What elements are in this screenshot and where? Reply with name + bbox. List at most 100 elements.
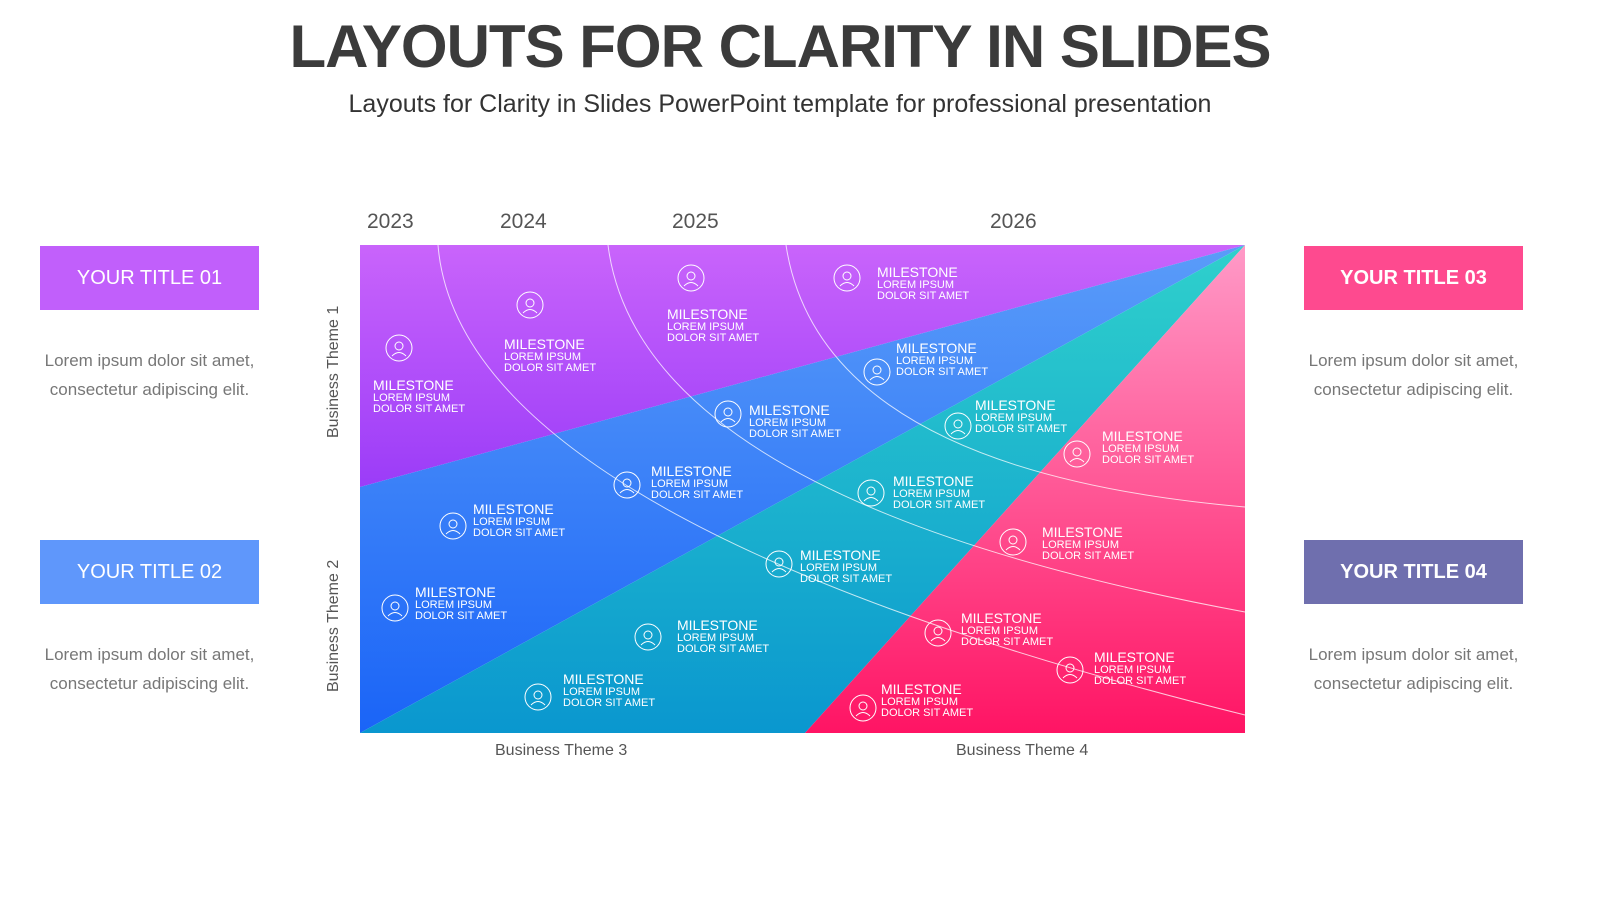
milestone-item: MILESTONE LOREM IPSUM DOLOR SIT AMET xyxy=(1102,428,1194,466)
milestone-line-2: DOLOR SIT AMET xyxy=(504,362,597,374)
milestone-line-1: LOREM IPSUM xyxy=(667,321,745,333)
milestone-line-1: LOREM IPSUM xyxy=(961,625,1039,637)
milestone-item: MILESTONE LOREM IPSUM DOLOR SIT AMET xyxy=(893,473,985,511)
milestone-item: MILESTONE LOREM IPSUM DOLOR SIT AMET xyxy=(961,610,1053,648)
milestone-heading: MILESTONE xyxy=(504,336,585,352)
card-title-03: YOUR TITLE 03 xyxy=(1304,246,1523,310)
milestone-heading: MILESTONE xyxy=(677,617,758,633)
cloud-sync-icon xyxy=(515,290,545,320)
dollar-gear-icon xyxy=(1055,655,1085,685)
milestone-line-1: LOREM IPSUM xyxy=(749,417,827,429)
milestone-heading: MILESTONE xyxy=(415,584,496,600)
milestone-heading: MILESTONE xyxy=(667,306,748,322)
milestone-line-2: DOLOR SIT AMET xyxy=(1102,454,1195,466)
milestone-item: MILESTONE LOREM IPSUM DOLOR SIT AMET xyxy=(975,397,1067,435)
card-text-01: Lorem ipsum dolor sit amet, consectetur … xyxy=(44,351,255,399)
milestone-item: MILESTONE LOREM IPSUM DOLOR SIT AMET xyxy=(473,501,565,539)
cloud-lock-icon xyxy=(832,263,862,293)
theme-4-label: Business Theme 4 xyxy=(956,742,1089,759)
milestone-item: MILESTONE LOREM IPSUM DOLOR SIT AMET xyxy=(896,340,988,378)
navigation-icon xyxy=(523,682,553,712)
milestone-line-1: LOREM IPSUM xyxy=(415,599,493,611)
milestone-item: MILESTONE LOREM IPSUM DOLOR SIT AMET xyxy=(800,547,892,585)
milestone-item: MILESTONE LOREM IPSUM DOLOR SIT AMET xyxy=(504,336,596,374)
milestone-line-2: DOLOR SIT AMET xyxy=(975,423,1068,435)
card-title-04: YOUR TITLE 04 xyxy=(1304,540,1523,604)
milestone-line-1: LOREM IPSUM xyxy=(1042,539,1120,551)
milestone-line-1: LOREM IPSUM xyxy=(975,412,1053,424)
year-2025: 2025 xyxy=(672,210,719,233)
meeting-icon xyxy=(612,470,642,500)
milestone-heading: MILESTONE xyxy=(1094,649,1175,665)
gear-icon xyxy=(856,478,886,508)
milestone-line-1: LOREM IPSUM xyxy=(473,516,551,528)
award-icon xyxy=(764,549,794,579)
milestone-line-2: DOLOR SIT AMET xyxy=(893,499,986,511)
milestone-line-2: DOLOR SIT AMET xyxy=(667,332,760,344)
milestone-line-1: LOREM IPSUM xyxy=(893,488,971,500)
milestone-line-2: DOLOR SIT AMET xyxy=(651,489,744,501)
milestone-line-2: DOLOR SIT AMET xyxy=(749,428,842,440)
milestone-line-1: LOREM IPSUM xyxy=(877,279,955,291)
milestone-line-2: DOLOR SIT AMET xyxy=(677,643,770,655)
nose-icon xyxy=(998,527,1028,557)
milestone-heading: MILESTONE xyxy=(373,377,454,393)
year-2024: 2024 xyxy=(500,210,547,233)
milestone-line-2: DOLOR SIT AMET xyxy=(1042,550,1135,562)
milestone-item: MILESTONE LOREM IPSUM DOLOR SIT AMET xyxy=(415,584,507,622)
card-title-02: YOUR TITLE 02 xyxy=(40,540,259,604)
person-icon xyxy=(380,593,410,623)
milestone-line-1: LOREM IPSUM xyxy=(677,632,755,644)
milestone-heading: MILESTONE xyxy=(749,402,830,418)
milestone-heading: MILESTONE xyxy=(975,397,1056,413)
milestone-line-2: DOLOR SIT AMET xyxy=(563,697,656,709)
year-2023: 2023 xyxy=(367,210,414,233)
milestone-item: MILESTONE LOREM IPSUM DOLOR SIT AMET xyxy=(677,617,769,655)
milestone-line-1: LOREM IPSUM xyxy=(651,478,729,490)
card-text-04: Lorem ipsum dolor sit amet, consectetur … xyxy=(1308,645,1519,693)
milestone-heading: MILESTONE xyxy=(893,473,974,489)
milestone-heading: MILESTONE xyxy=(961,610,1042,626)
milestone-line-2: DOLOR SIT AMET xyxy=(1094,675,1187,687)
region-theme-4 xyxy=(805,245,1245,733)
milestone-line-2: DOLOR SIT AMET xyxy=(473,527,566,539)
milestone-heading: MILESTONE xyxy=(877,264,958,280)
milestone-line-2: DOLOR SIT AMET xyxy=(961,636,1054,648)
milestone-line-2: DOLOR SIT AMET xyxy=(373,403,466,415)
milestone-item: MILESTONE LOREM IPSUM DOLOR SIT AMET xyxy=(881,681,973,719)
timeline-arc xyxy=(437,244,1246,716)
milestone-heading: MILESTONE xyxy=(473,501,554,517)
milestone-line-2: DOLOR SIT AMET xyxy=(881,707,974,719)
card-text-03: Lorem ipsum dolor sit amet, consectetur … xyxy=(1308,351,1519,399)
theme-3-label: Business Theme 3 xyxy=(495,742,628,759)
cloud-globe-icon xyxy=(676,263,706,293)
milestone-line-1: LOREM IPSUM xyxy=(373,392,451,404)
card-text-02: Lorem ipsum dolor sit amet, consectetur … xyxy=(44,645,255,693)
milestone-line-2: DOLOR SIT AMET xyxy=(896,366,989,378)
year-2026: 2026 xyxy=(990,210,1037,233)
milestone-item: MILESTONE LOREM IPSUM DOLOR SIT AMET xyxy=(563,671,655,709)
page-title: LAYOUTS FOR CLARITY IN SLIDES xyxy=(289,13,1271,80)
milestone-heading: MILESTONE xyxy=(651,463,732,479)
milestone-heading: MILESTONE xyxy=(896,340,977,356)
dollar-icon xyxy=(943,411,973,441)
milestone-line-1: LOREM IPSUM xyxy=(800,562,878,574)
page-subtitle: Layouts for Clarity in Slides PowerPoint… xyxy=(348,90,1212,118)
milestone-item: MILESTONE LOREM IPSUM DOLOR SIT AMET xyxy=(877,264,969,302)
tools-icon xyxy=(923,618,953,648)
milestone-heading: MILESTONE xyxy=(1042,524,1123,540)
milestone-heading: MILESTONE xyxy=(1102,428,1183,444)
briefcase-icon xyxy=(848,693,878,723)
milestone-line-1: LOREM IPSUM xyxy=(504,351,582,363)
timeline-arc xyxy=(785,244,1246,508)
milestone-line-1: LOREM IPSUM xyxy=(881,696,959,708)
milestone-item: MILESTONE LOREM IPSUM DOLOR SIT AMET xyxy=(749,402,841,440)
cloud-icon xyxy=(384,333,414,363)
milestone-heading: MILESTONE xyxy=(881,681,962,697)
milestone-item: MILESTONE LOREM IPSUM DOLOR SIT AMET xyxy=(1094,649,1186,687)
milestone-line-1: LOREM IPSUM xyxy=(1102,443,1180,455)
network-icon xyxy=(438,511,468,541)
medal-icon xyxy=(1062,439,1092,469)
milestone-line-2: DOLOR SIT AMET xyxy=(877,290,970,302)
